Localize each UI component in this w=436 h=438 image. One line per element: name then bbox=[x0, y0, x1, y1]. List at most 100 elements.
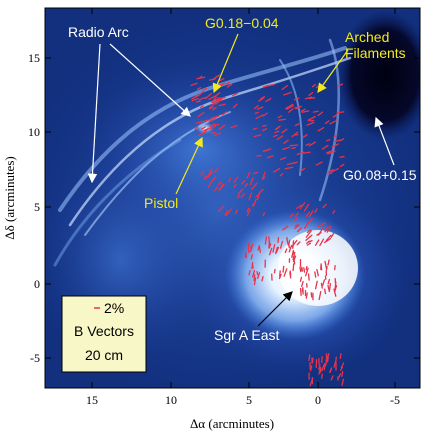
b-vector bbox=[261, 176, 266, 181]
b-vector bbox=[303, 267, 306, 273]
b-vector bbox=[296, 204, 302, 210]
b-vector bbox=[198, 90, 205, 96]
b-vector bbox=[299, 167, 306, 172]
b-vector bbox=[294, 224, 299, 227]
b-vector bbox=[300, 267, 303, 273]
b-vector bbox=[194, 126, 199, 130]
g008-label: G0.08+0.15 bbox=[343, 167, 417, 183]
b-vector bbox=[246, 208, 251, 216]
b-vector bbox=[291, 131, 299, 138]
b-vector bbox=[301, 110, 310, 113]
b-vector bbox=[312, 110, 319, 113]
b-vector bbox=[299, 266, 302, 272]
b-vector bbox=[340, 362, 345, 369]
b-vector bbox=[306, 242, 312, 246]
b-vector bbox=[306, 121, 315, 126]
x-tick-label: 5 bbox=[246, 393, 252, 407]
b-vector bbox=[327, 259, 330, 266]
b-vector bbox=[262, 171, 266, 179]
b-vector bbox=[288, 108, 294, 113]
b-vector bbox=[204, 92, 212, 100]
b-vector bbox=[292, 240, 295, 249]
b-vector bbox=[210, 96, 218, 103]
b-vector bbox=[273, 268, 276, 274]
b-vector bbox=[285, 105, 294, 110]
b-vector bbox=[252, 127, 258, 131]
b-vector bbox=[230, 124, 238, 129]
b-vector bbox=[196, 76, 206, 80]
b-vector bbox=[285, 105, 290, 110]
b-vector bbox=[323, 363, 326, 371]
b-vector bbox=[191, 97, 199, 102]
b-vector bbox=[205, 175, 209, 180]
b-vector bbox=[326, 172, 333, 175]
b-vector bbox=[324, 288, 327, 295]
b-vector bbox=[291, 147, 296, 150]
b-vector bbox=[199, 105, 204, 109]
b-vector bbox=[314, 208, 318, 214]
y-axis-title: Δδ (arcminutes) bbox=[2, 156, 17, 239]
b-vector bbox=[292, 263, 295, 272]
b-vector bbox=[237, 188, 244, 195]
b-vector bbox=[338, 373, 342, 379]
b-vector bbox=[251, 264, 254, 269]
arched-filaments-arrow bbox=[317, 49, 349, 93]
y-tick-label: 0 bbox=[34, 277, 40, 291]
b-vector bbox=[251, 182, 258, 190]
b-vector bbox=[288, 243, 290, 249]
b-vector bbox=[259, 96, 265, 100]
b-vector bbox=[332, 114, 338, 118]
b-vector bbox=[265, 98, 272, 103]
b-vector bbox=[309, 377, 314, 387]
b-vector bbox=[207, 171, 213, 178]
b-vector bbox=[314, 239, 320, 246]
b-vector bbox=[300, 108, 306, 112]
b-vector bbox=[301, 280, 304, 288]
b-vector bbox=[308, 91, 314, 96]
b-vector bbox=[255, 192, 261, 198]
b-vector bbox=[305, 267, 309, 277]
b-vector bbox=[304, 224, 308, 229]
legend-percent: 2% bbox=[104, 300, 124, 316]
b-vector bbox=[217, 205, 225, 212]
b-vector bbox=[279, 270, 281, 278]
b-vector bbox=[257, 272, 261, 279]
radio-arc-arrow bbox=[87, 43, 101, 184]
b-vector bbox=[248, 270, 251, 276]
b-vector bbox=[195, 121, 202, 124]
b-vector bbox=[301, 266, 304, 272]
b-vector bbox=[330, 375, 334, 381]
b-vectors-layer bbox=[190, 74, 345, 387]
b-vector bbox=[296, 151, 305, 156]
b-vector bbox=[272, 244, 276, 253]
b-vector bbox=[316, 268, 319, 277]
b-vector bbox=[304, 96, 313, 100]
b-vector bbox=[273, 168, 281, 173]
b-vector bbox=[308, 239, 313, 243]
sgr-a-east-arrow bbox=[257, 291, 293, 327]
b-vector bbox=[336, 111, 345, 114]
b-vector bbox=[258, 188, 264, 194]
b-vector bbox=[233, 176, 239, 183]
b-vector bbox=[233, 183, 237, 188]
b-vector bbox=[331, 143, 339, 148]
b-vector bbox=[191, 94, 200, 100]
radio-image bbox=[45, 8, 420, 388]
b-vector bbox=[251, 202, 256, 207]
x-tick-label: 15 bbox=[86, 393, 98, 407]
b-vector bbox=[333, 288, 337, 297]
b-vector bbox=[203, 127, 210, 132]
b-vector bbox=[208, 106, 215, 110]
b-vector bbox=[203, 175, 207, 180]
b-vector bbox=[306, 229, 311, 234]
b-vector bbox=[246, 171, 251, 179]
b-vector bbox=[281, 128, 288, 134]
b-vector bbox=[302, 151, 311, 154]
b-vector bbox=[338, 138, 345, 142]
b-vector bbox=[232, 103, 238, 109]
b-vector bbox=[314, 271, 317, 278]
b-vector bbox=[200, 171, 205, 176]
b-vector bbox=[202, 87, 208, 91]
b-vector bbox=[296, 227, 303, 233]
b-vector bbox=[235, 209, 238, 215]
